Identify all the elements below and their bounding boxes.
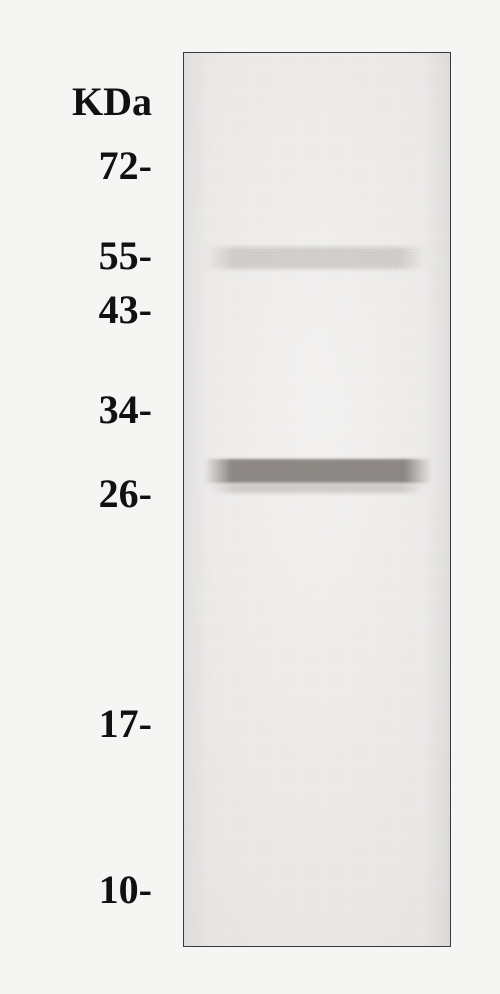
- ladder-label-26: 26-: [99, 470, 152, 517]
- lane-box: [183, 52, 451, 947]
- band-53kda: [206, 247, 426, 269]
- lane-background: [184, 53, 450, 946]
- ladder-unit-label: KDa: [72, 78, 152, 125]
- ladder-label-43: 43-: [99, 286, 152, 333]
- ladder-label-17: 17-: [99, 700, 152, 747]
- blot-canvas: KDa 72- 55- 43- 34- 26- 17- 10-: [0, 0, 500, 994]
- ladder-column: KDa 72- 55- 43- 34- 26- 17- 10-: [0, 0, 170, 994]
- ladder-label-55: 55-: [99, 232, 152, 279]
- ladder-label-72: 72-: [99, 142, 152, 189]
- ladder-label-34: 34-: [99, 386, 152, 433]
- band-26.5kda: [210, 483, 426, 493]
- ladder-label-10: 10-: [99, 866, 152, 913]
- band-27kda: [204, 459, 432, 483]
